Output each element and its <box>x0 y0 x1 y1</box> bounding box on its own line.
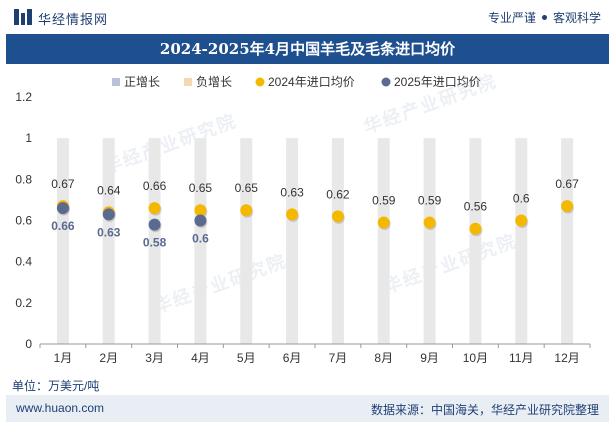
point-2024 <box>469 222 482 235</box>
point-2024 <box>194 204 207 217</box>
background-column <box>377 138 390 344</box>
x-tick-label: 12月 <box>554 351 579 365</box>
data-label-2025: 0.63 <box>97 225 121 239</box>
y-tick-label: 0.6 <box>15 214 32 228</box>
point-2024 <box>561 200 574 213</box>
data-label-2024: 0.6 <box>513 192 530 206</box>
top-bar: 华经情报网 专业严谨 客观科学 <box>0 0 615 34</box>
y-tick-label: 0.8 <box>15 172 32 186</box>
point-2024 <box>377 216 390 229</box>
y-tick-label: 0 <box>25 337 32 351</box>
background-column <box>56 138 69 344</box>
background-column <box>102 138 115 344</box>
point-2024 <box>423 216 436 229</box>
x-tick-label: 7月 <box>329 351 348 365</box>
point-2024 <box>240 204 253 217</box>
data-label-2025: 0.6 <box>192 232 209 246</box>
point-2025 <box>148 218 161 231</box>
point-2025 <box>194 214 207 227</box>
unit-label: 单位：万美元/吨 <box>12 379 100 393</box>
data-source: 数据来源：中国海关，华经产业研究院整理 <box>370 403 599 417</box>
background-column <box>515 138 528 344</box>
y-tick-label: 1 <box>25 131 32 145</box>
logo-icon <box>14 9 32 25</box>
y-tick-label: 0.2 <box>15 296 32 310</box>
data-label-2024: 0.62 <box>326 187 350 201</box>
background-column <box>331 138 344 344</box>
site-url: www.huaon.com <box>16 401 105 415</box>
data-label-2024: 0.56 <box>464 200 488 214</box>
chart-title: 2024-2025年4月中国羊毛及毛条进口均价 <box>159 40 456 58</box>
data-label-2024: 0.67 <box>555 177 579 191</box>
site-name: 华经情报网 <box>38 12 109 27</box>
background-column <box>423 138 436 344</box>
data-label-2025: 0.66 <box>51 219 75 233</box>
x-tick-label: 10月 <box>463 351 488 365</box>
title-bar: 2024-2025年4月中国羊毛及毛条进口均价 <box>6 34 609 64</box>
x-tick-label: 6月 <box>283 351 302 365</box>
background-column <box>240 138 253 344</box>
x-tick-label: 9月 <box>420 351 439 365</box>
x-tick-label: 3月 <box>145 351 164 365</box>
background-column <box>561 138 574 344</box>
y-tick-label: 1.2 <box>15 90 32 104</box>
data-label-2024: 0.59 <box>418 194 442 208</box>
y-tick-label: 0.4 <box>15 255 32 269</box>
legend-label-3: 2025年进口均价 <box>394 75 481 89</box>
point-2025 <box>56 202 69 215</box>
tagline-left: 专业严谨 <box>487 11 536 25</box>
legend-marker-2 <box>255 77 265 87</box>
data-label-2024: 0.63 <box>280 185 304 199</box>
background-column <box>286 138 299 344</box>
legend-label-1: 负增长 <box>196 75 232 89</box>
legend-marker-0 <box>112 78 120 86</box>
legend-label-2: 2024年进口均价 <box>268 75 355 89</box>
background-column <box>469 138 482 344</box>
legend-label-0: 正增长 <box>124 75 160 89</box>
chart: 正增长 负增长 2024年进口均价 2025年进口均价 0 0.2 0.4 0.6 0.8 1 1.… <box>15 75 591 365</box>
point-2024 <box>331 210 344 223</box>
x-tick-label: 4月 <box>191 351 210 365</box>
point-2025 <box>102 208 115 221</box>
x-tick-label: 1月 <box>54 351 73 365</box>
x-tick-label: 11月 <box>509 351 533 365</box>
tagline-right: 客观科学 <box>552 11 601 25</box>
x-tick-label: 8月 <box>374 351 393 365</box>
data-label-2024: 0.67 <box>51 177 75 191</box>
background-column <box>148 138 161 344</box>
data-label-2024: 0.66 <box>143 179 167 193</box>
separator-dot-icon <box>541 15 547 20</box>
point-2024 <box>148 202 161 215</box>
point-2024 <box>515 214 528 227</box>
x-tick-label: 2月 <box>99 351 118 365</box>
data-label-2024: 0.59 <box>372 194 396 208</box>
x-tick-label: 5月 <box>237 351 256 365</box>
data-label-2024: 0.65 <box>189 181 213 195</box>
data-label-2024: 0.64 <box>97 183 121 197</box>
legend-marker-1 <box>184 78 192 86</box>
point-2024 <box>286 208 299 221</box>
data-label-2024: 0.65 <box>235 181 259 195</box>
bottom-bar: www.huaon.com 数据来源：中国海关，华经产业研究院整理 <box>6 395 609 422</box>
tagline: 专业严谨 客观科学 <box>488 9 601 26</box>
data-label-2025: 0.58 <box>143 236 167 250</box>
background-column <box>194 138 207 344</box>
legend-marker-3 <box>381 77 391 87</box>
